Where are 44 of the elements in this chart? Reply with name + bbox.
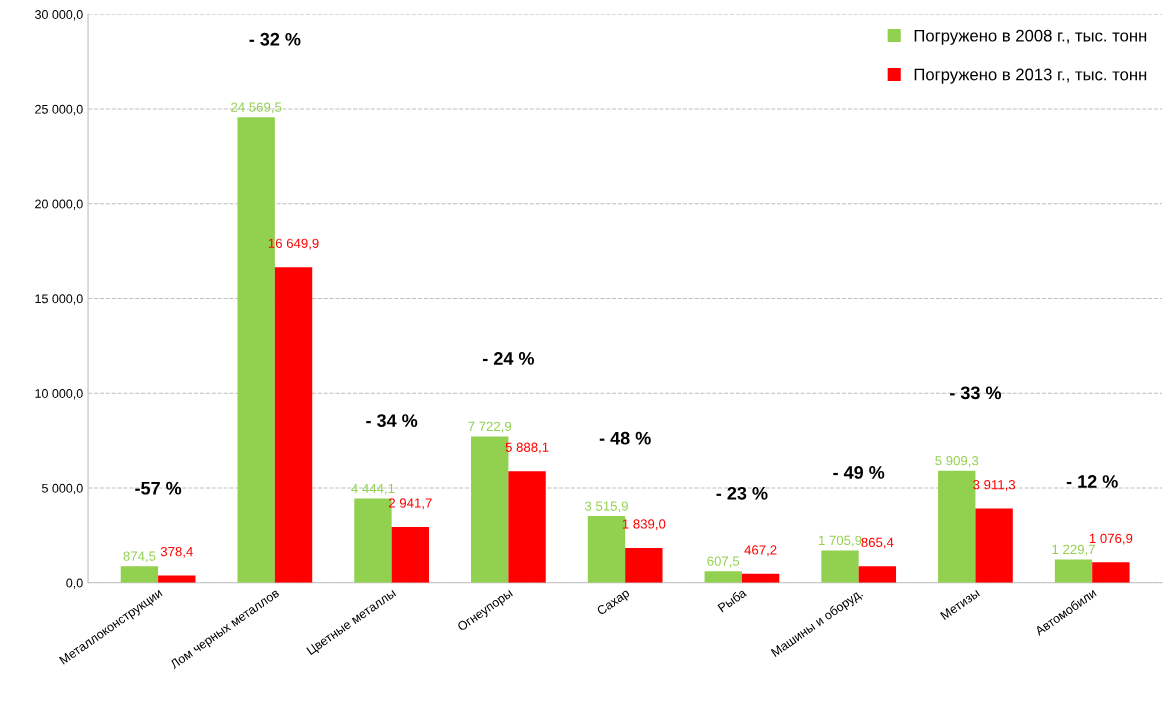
data-label: 5 909,3 bbox=[935, 456, 979, 467]
annotation: - 12 % bbox=[1066, 475, 1118, 488]
bar bbox=[975, 508, 1013, 583]
data-label: 4 444,1 bbox=[351, 483, 395, 495]
annotation: - 24 % bbox=[483, 352, 535, 365]
data-label: 2 941,7 bbox=[388, 498, 432, 510]
annotation: - 34 % bbox=[366, 414, 418, 427]
bar bbox=[120, 566, 159, 583]
data-label: 865,4 bbox=[861, 537, 894, 549]
data-label: 467,2 bbox=[744, 545, 777, 557]
y-tick-label: 10 000,0 bbox=[35, 389, 83, 400]
data-label: 7 722,9 bbox=[468, 421, 512, 433]
y-tick-label: 5 000,0 bbox=[41, 483, 83, 495]
annotation: - 48 % bbox=[599, 431, 651, 445]
annotation: - 33 % bbox=[950, 386, 1002, 400]
data-label: 607,5 bbox=[707, 556, 740, 568]
annotation: -57 % bbox=[135, 481, 182, 495]
data-label: 3 515,9 bbox=[584, 501, 628, 513]
x-tick-label: Рыба bbox=[717, 587, 748, 613]
bar bbox=[704, 571, 742, 583]
y-tick-label: 20 000,0 bbox=[35, 199, 83, 210]
data-label: 874,5 bbox=[123, 551, 156, 563]
bar bbox=[1092, 562, 1130, 583]
bar bbox=[821, 550, 859, 583]
data-label: 1 076,9 bbox=[1089, 533, 1133, 545]
annotation: - 49 % bbox=[833, 466, 885, 479]
data-label: 378,4 bbox=[160, 546, 193, 558]
legend-label: Погружено в 2008 г., тыс. тонн bbox=[914, 29, 1147, 45]
annotation: - 32 % bbox=[249, 32, 301, 46]
bar bbox=[391, 526, 429, 583]
bar bbox=[508, 471, 546, 583]
bar bbox=[625, 547, 663, 583]
data-label: 1 705,9 bbox=[818, 535, 862, 547]
y-tick-label: 25 000,0 bbox=[35, 104, 83, 116]
bar bbox=[274, 267, 313, 583]
legend-label: Погружено в 2013 г., тыс. тонн bbox=[914, 68, 1147, 84]
data-label: 24 569,5 bbox=[231, 102, 282, 114]
y-tick-label: 0,0 bbox=[66, 578, 83, 589]
bar bbox=[1054, 559, 1093, 583]
y-tick-label: 30 000,0 bbox=[35, 10, 83, 21]
y-tick-label: 15 000,0 bbox=[35, 294, 83, 305]
data-label: 1 229,7 bbox=[1052, 544, 1095, 556]
annotation: - 23 % bbox=[716, 486, 768, 500]
bar bbox=[858, 566, 897, 583]
